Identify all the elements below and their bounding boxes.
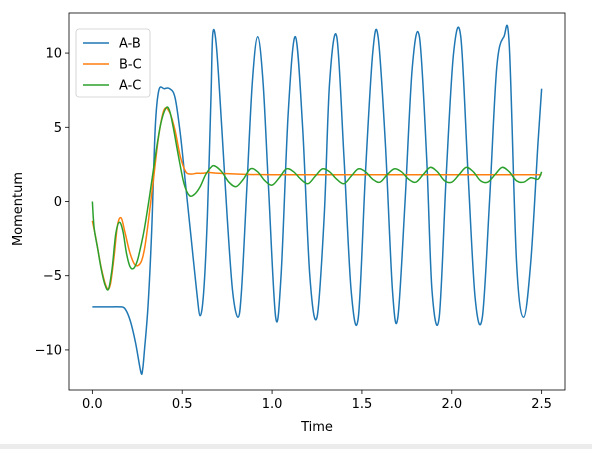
x-axis-label: Time [300, 420, 333, 435]
series-line-a-b [92, 24, 543, 375]
x-tick-label: 2.0 [441, 397, 462, 412]
y-tick-label: 10 [45, 47, 62, 62]
x-tick-label: 2.5 [531, 397, 552, 412]
y-tick-label: −10 [35, 343, 62, 358]
legend-box [75, 28, 151, 98]
x-tick-label: 1.0 [262, 397, 283, 412]
y-tick-label: −5 [43, 269, 62, 284]
x-tick-label: 1.5 [352, 397, 373, 412]
series-line-a-c [91, 106, 543, 291]
y-tick-label: 0 [54, 195, 62, 210]
x-tick-label: 0.0 [82, 397, 103, 412]
legend-label-a-b: A-B [119, 37, 141, 52]
x-axis-ticks: 0.0 0.5 1.0 1.5 2.0 2.5 [82, 390, 552, 412]
bottom-strip [0, 444, 592, 449]
series-lines [91, 24, 543, 375]
plot-background [69, 13, 565, 390]
y-tick-label: 5 [54, 121, 62, 136]
legend-label-a-c: A-C [119, 79, 141, 94]
x-tick-label: 0.5 [172, 397, 193, 412]
y-axis-label: Momentum [11, 172, 26, 246]
y-axis-ticks: −10 −5 0 5 10 [35, 47, 69, 358]
legend: A-B B-C A-C [75, 28, 151, 98]
legend-label-b-c: B-C [119, 58, 142, 73]
